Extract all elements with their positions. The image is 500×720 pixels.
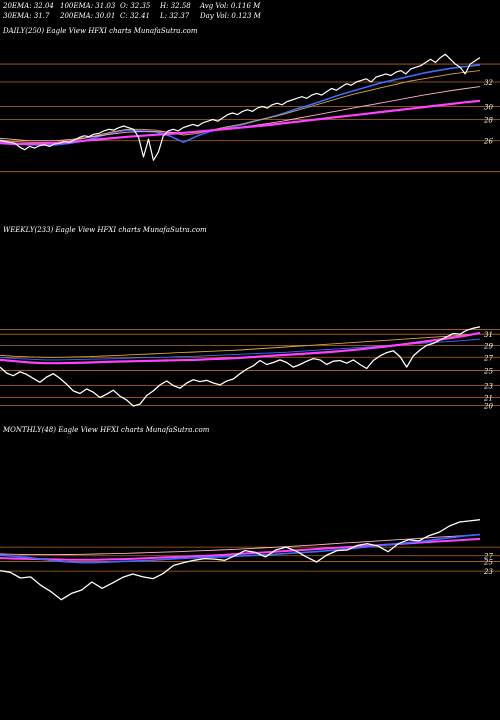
stat-30ema: 30EMA: 31.7 [3, 12, 50, 20]
y-tick-label: 20 [483, 402, 493, 410]
y-tick-label: 31 [484, 331, 493, 339]
y-tick-label: 32 [484, 79, 493, 87]
monthly-panel-title: MONTHLY(48) Eagle View HFXI charts Munaf… [3, 426, 210, 434]
ema-pink-line [0, 333, 481, 358]
stat-day-vol: Day Vol: 0.123 M [200, 12, 261, 20]
stat-low: L: 32.37 [160, 12, 190, 20]
price-line [0, 326, 481, 407]
y-tick-label: 27 [483, 553, 493, 561]
stat-high: H: 32.58 [160, 2, 191, 10]
y-tick-label: 30 [484, 103, 493, 111]
ema-pink-line [0, 534, 481, 556]
y-tick-label: 25 [483, 558, 493, 566]
y-tick-label: 26 [483, 138, 493, 146]
price-line [0, 519, 481, 601]
y-tick-label: 29 [483, 342, 493, 350]
y-tick-label: 21 [483, 394, 493, 402]
stat-200ema: 200EMA: 30.01 [60, 12, 116, 20]
weekly-panel-title: WEEKLY(233) Eagle View HFXI charts Munaf… [3, 226, 207, 234]
stat-100ema: 100EMA: 31.03 [60, 2, 116, 10]
y-tick-label: 23 [483, 383, 493, 391]
y-tick-label: 27 [483, 354, 493, 362]
y-tick-label: 25 [483, 367, 493, 375]
ema-blue-line [0, 331, 481, 365]
y-tick-label: 23 [483, 568, 493, 576]
daily-chart: 32 30 28 26 [0, 53, 500, 173]
daily-panel-title: DAILY(250) Eagle View HFXI charts Munafa… [3, 27, 198, 35]
stat-close: C: 32.41 [120, 12, 150, 20]
ema-magenta-line [0, 99, 481, 146]
y-tick-label: 28 [483, 117, 493, 125]
stat-20ema: 20EMA: 32.04 [3, 2, 54, 10]
ema-blue-line [0, 64, 481, 146]
ema-gold-line [0, 70, 481, 143]
stat-avg-vol: Avg Vol: 0.116 M [200, 2, 261, 10]
price-line [0, 53, 481, 161]
stat-open: O: 32.35 [120, 2, 151, 10]
